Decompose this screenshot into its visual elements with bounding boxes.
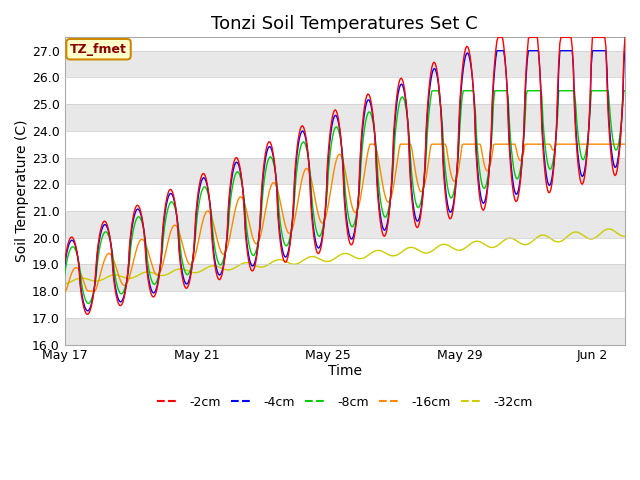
Bar — [65, 51, 625, 77]
Bar — [65, 318, 625, 345]
X-axis label: Time: Time — [328, 364, 362, 378]
Bar — [65, 211, 625, 238]
Bar — [65, 264, 625, 291]
Y-axis label: Soil Temperature (C): Soil Temperature (C) — [15, 120, 29, 262]
Title: Tonzi Soil Temperatures Set C: Tonzi Soil Temperatures Set C — [211, 15, 478, 33]
Bar — [65, 157, 625, 184]
Bar — [65, 104, 625, 131]
Text: TZ_fmet: TZ_fmet — [70, 43, 127, 56]
Legend: -2cm, -4cm, -8cm, -16cm, -32cm: -2cm, -4cm, -8cm, -16cm, -32cm — [152, 391, 538, 414]
